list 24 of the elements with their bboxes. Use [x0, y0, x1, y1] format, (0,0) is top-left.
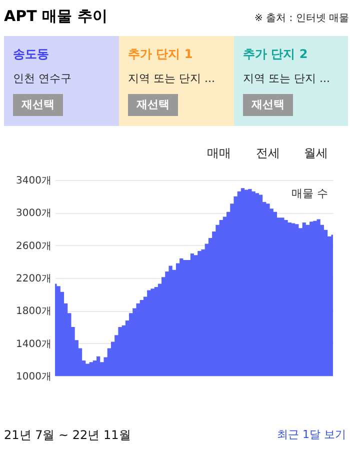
- text: 송도동: [13, 47, 49, 61]
- text: 지역 또는 단지 ...: [128, 72, 215, 85]
- text: 재선택: [136, 98, 170, 111]
- text: 매매: [207, 146, 231, 160]
- chart-title: APT 매물 추이: [4, 7, 108, 25]
- text: 최근 1달 보기: [277, 428, 346, 441]
- y-tick-label: 1800개: [16, 306, 52, 318]
- text: 추가 단지 2: [243, 47, 308, 61]
- y-tick-label: 1000개: [16, 372, 52, 382]
- y-tick-label: 3400개: [16, 176, 52, 186]
- y-tick-label: 3000개: [16, 208, 52, 220]
- text: 인천 연수구: [13, 72, 72, 85]
- y-tick-label: 2600개: [16, 240, 52, 252]
- text: 재선택: [20, 98, 54, 111]
- text: 추가 단지 1: [128, 47, 193, 61]
- y-tick-label: 1400개: [16, 338, 52, 350]
- text: 21년 7월 ~ 22년 11월: [4, 428, 131, 442]
- text: 지역 또는 단지 ...: [243, 72, 330, 85]
- text: 월세: [304, 146, 328, 160]
- text: 재선택: [250, 98, 284, 111]
- text: ※ 출처 : 인터넷 매물: [254, 13, 349, 24]
- text: 전세: [256, 146, 280, 160]
- series-label: 매물 수: [292, 187, 328, 200]
- y-tick-label: 2200개: [16, 274, 52, 284]
